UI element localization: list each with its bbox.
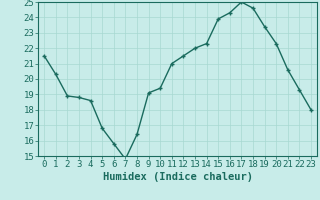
- X-axis label: Humidex (Indice chaleur): Humidex (Indice chaleur): [103, 172, 252, 182]
